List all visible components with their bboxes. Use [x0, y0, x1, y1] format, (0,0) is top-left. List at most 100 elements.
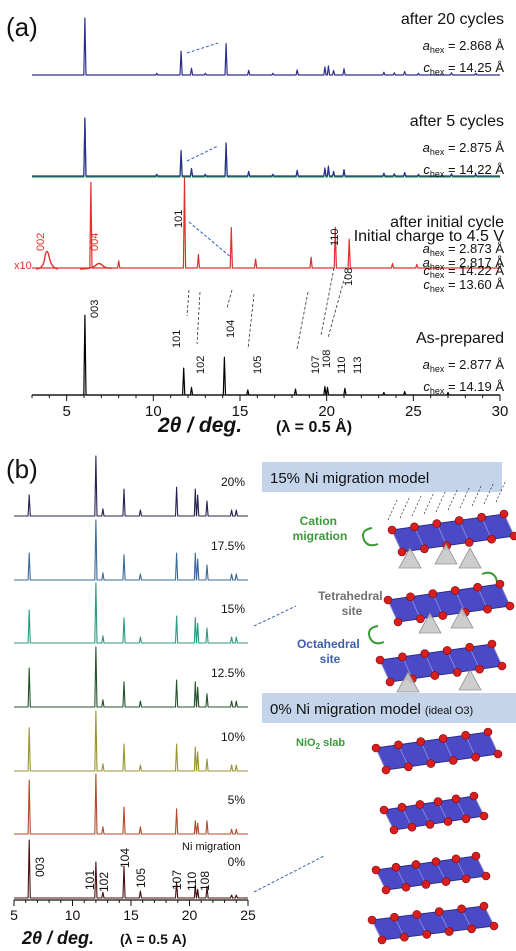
panel-a-series-line-4: [32, 177, 500, 269]
octahedral-site-label: Octahedral site: [297, 637, 363, 666]
panel-a-series-line-1: [32, 17, 500, 76]
dashed-bond: [459, 485, 471, 509]
panel-a-tick-label-15: 15: [232, 403, 249, 420]
oxygen-atom: [475, 664, 484, 674]
oxygen-atom: [412, 910, 422, 919]
panel-b-peak-labels: 003 101 102 104 105 107 110 108: [33, 848, 212, 892]
oxygen-atom: [433, 797, 443, 806]
connector-15pct: [253, 605, 297, 627]
oxygen-atom: [505, 601, 515, 611]
curved-arrow-icon: [362, 527, 379, 547]
oxygen-atom: [444, 927, 454, 936]
panel-a-series-name-1: after 20 cycles: [401, 11, 504, 28]
nio2-slab-3: [375, 855, 487, 891]
oxygen-atom: [421, 880, 431, 889]
inset-trace-002: [35, 250, 59, 270]
dashed-bond: [495, 479, 507, 503]
oxygen-atom: [443, 817, 453, 826]
panel-a-x-axis: 5 10 15 20 25 30: [31, 394, 508, 420]
tetrahedral-site-5: [450, 607, 474, 629]
oxygen-atom: [381, 765, 391, 775]
dashed-bond: [471, 483, 483, 507]
peak-label-102: 102: [195, 356, 207, 374]
oxygen-atom: [385, 677, 395, 687]
tetrahedral-site-7: [458, 669, 482, 691]
oxygen-atom: [461, 730, 470, 740]
panel-b-series-label-5: 10%: [221, 730, 245, 744]
inset-trace-004: [79, 262, 113, 270]
oxygen-atom: [425, 820, 435, 829]
panel-a-wavelength-note: (λ = 0.5 Å): [276, 417, 352, 436]
oxygen-atom: [430, 671, 440, 680]
panel-b-tick-label-10: 10: [65, 907, 81, 923]
oxygen-atom: [461, 874, 471, 884]
panel-b-series-label-2: 17.5%: [211, 539, 245, 553]
oxygen-atom: [483, 604, 492, 614]
octahedral-slab-3: [379, 643, 503, 683]
tetrahedral-site-1: [398, 547, 422, 569]
oxygen-atom: [448, 756, 458, 765]
panel-a-a-hex-1: ahex = 2.868 Å: [423, 38, 505, 55]
peak-label-105: 105: [252, 356, 264, 374]
nio2-slab-1: [375, 731, 499, 771]
oxygen-atom: [431, 857, 441, 866]
octahedral-slab-1: [391, 513, 515, 553]
oxygen-atom: [442, 646, 452, 655]
oxygen-atom: [407, 822, 417, 832]
panel-b-x-axis: 5 10 15 20 25: [10, 899, 256, 923]
oxygen-atom: [495, 579, 505, 589]
oxygen-atom: [487, 639, 497, 649]
oxygen-atom: [375, 655, 385, 665]
panel-a-series-name-4: Initial charge to 4.5 V: [354, 228, 505, 245]
oxygen-atom: [416, 614, 425, 624]
oxygen-atom: [441, 877, 451, 886]
panel-b-label: (b): [6, 454, 38, 484]
panel-a-a-hex-2: ahex = 2.875 Å: [423, 140, 505, 157]
panel-a-series-name-2: after 5 cycles: [410, 113, 504, 130]
panel-a-a-hex-5: ahex = 2.877 Å: [423, 357, 505, 374]
inset-scale-label: x10: [14, 260, 32, 272]
oxygen-atom: [509, 531, 516, 541]
oxygen-atom: [400, 932, 409, 942]
red-peak-label-101: 101: [173, 210, 185, 228]
panel-a-red-annotations: x10 002 004 101 110 108: [14, 210, 355, 286]
panel-b-tick-label-5: 5: [10, 907, 18, 923]
ideal-o3-structure-model-0pct: [367, 727, 503, 945]
ni-migration-structure-model-15pct: [375, 479, 516, 693]
oxygen-atom: [451, 794, 461, 804]
panel-b-wavelength-note: (λ = 0.5 A): [120, 931, 187, 947]
oxygen-atom: [397, 547, 407, 557]
b-peak-label-105: 105: [134, 868, 148, 888]
top-model-title: 15% Ni migration model: [270, 470, 429, 487]
panel-a-tick-label-25: 25: [405, 403, 422, 420]
panel-b-series-line-3: [14, 582, 248, 644]
peak-label-101: 101: [171, 330, 183, 348]
peak-label-104: 104: [225, 320, 237, 338]
oxygen-atom: [383, 595, 393, 605]
oxygen-atom: [371, 743, 381, 753]
oxygen-atom: [481, 871, 491, 881]
peak-label-110: 110: [336, 356, 348, 374]
panel-b-x-axis-title: 2θ / deg.: [21, 928, 94, 948]
panel-b-series-label-1: 20%: [221, 475, 245, 489]
oxygen-atom: [457, 904, 466, 914]
oxygen-atom: [438, 611, 448, 620]
tetrahedral-site-4: [418, 612, 442, 634]
panel-a-series-labels: after 20 cycles ahex = 2.868 Å chex = 14.2…: [354, 11, 505, 396]
inset-peak-label-004: 004: [89, 233, 101, 251]
oxygen-atom: [420, 649, 430, 658]
b-peak-label-107: 107: [170, 870, 184, 890]
dashed-bond: [411, 493, 423, 517]
connector-0pct: [253, 855, 325, 893]
tetrahedral-site-3: [458, 547, 482, 569]
panel-b-series-label-7: 0%: [228, 855, 246, 869]
panel-b-tick-label-25: 25: [240, 907, 256, 923]
oxygen-atom: [477, 512, 486, 522]
oxygen-atom: [489, 921, 499, 931]
oxygen-atom: [416, 737, 426, 746]
oxygen-atom: [497, 661, 507, 671]
cation-migration-label: Cation migration: [293, 514, 348, 543]
panel-b-series-line-6: [14, 773, 248, 835]
oxygen-atom: [393, 617, 403, 627]
b-peak-label-003: 003: [33, 857, 47, 877]
